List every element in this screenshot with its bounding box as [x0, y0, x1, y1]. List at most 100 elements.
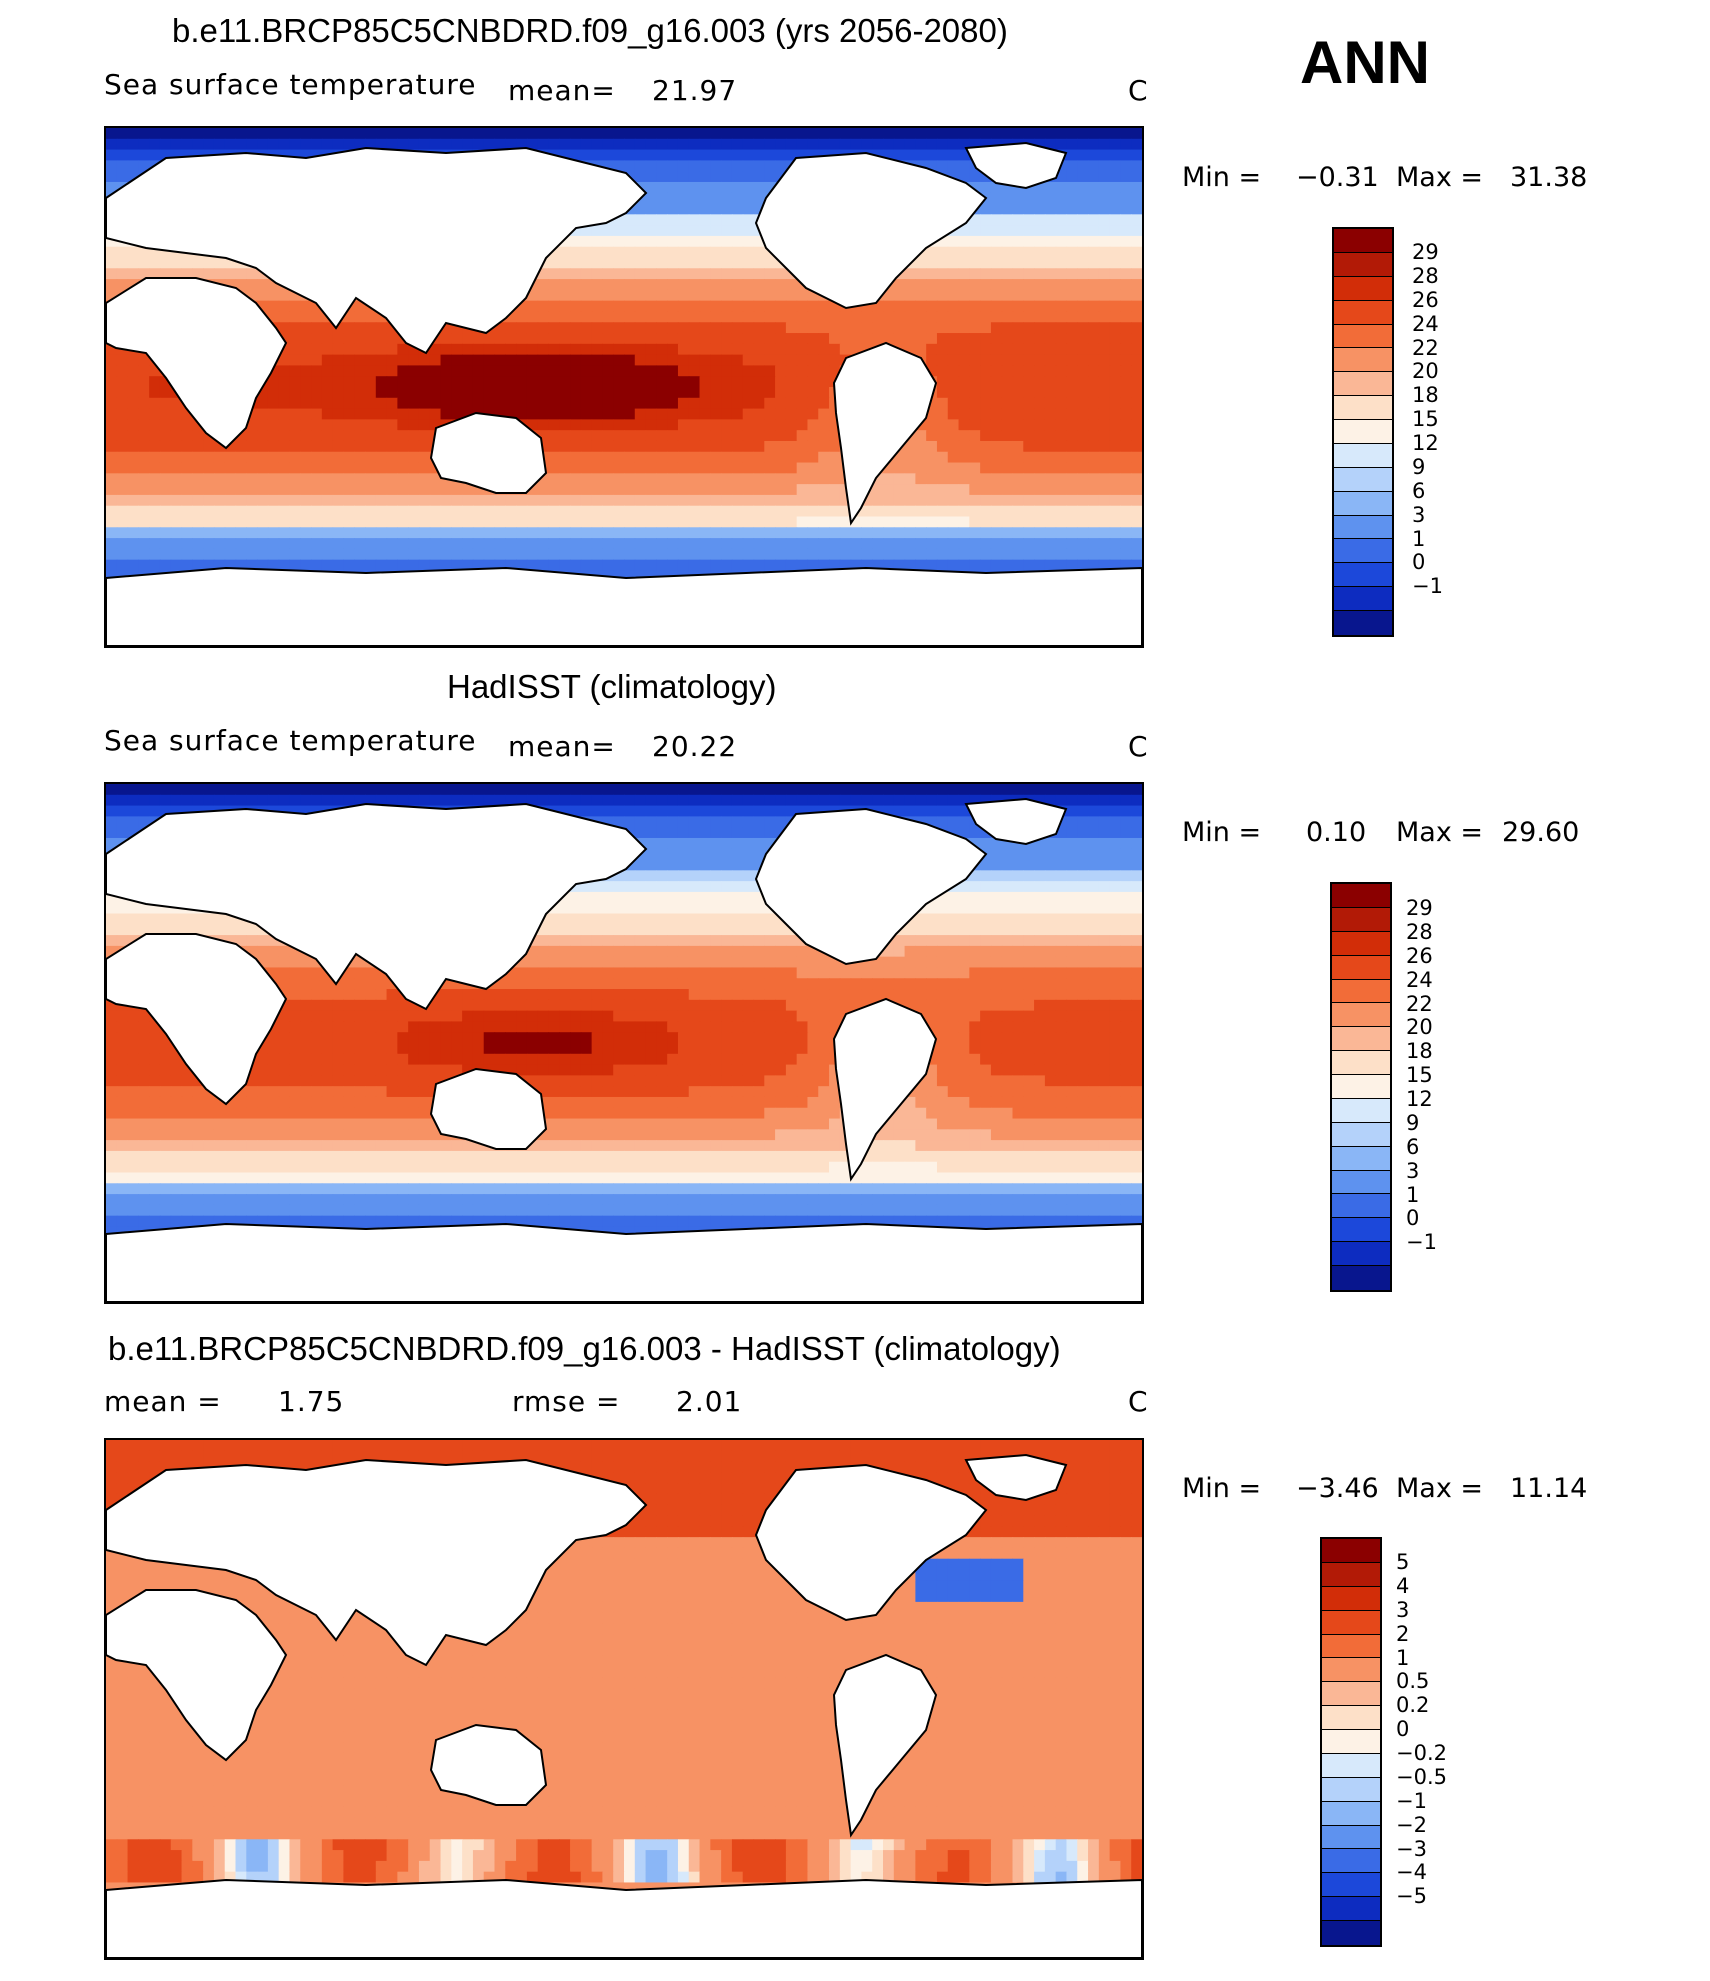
sst-cell	[192, 548, 204, 561]
sst-cell	[181, 805, 193, 817]
sst-cell	[472, 538, 485, 550]
sst-cell	[645, 343, 657, 356]
sst-cell	[818, 538, 830, 550]
sst-cell	[1120, 333, 1132, 345]
colorbar-swatch	[1334, 420, 1392, 444]
sst-cell	[386, 494, 398, 507]
sst-cell	[710, 322, 722, 334]
sst-cell	[893, 538, 906, 550]
sst-cell	[710, 527, 722, 539]
sst-cell	[181, 419, 193, 431]
sst-cell	[408, 387, 420, 399]
sst-cell	[731, 397, 744, 410]
sst-cell	[483, 343, 496, 356]
sst-cell	[548, 430, 560, 442]
sst-cell	[127, 784, 139, 796]
sst-cell	[138, 516, 150, 528]
sst-cell	[1023, 279, 1035, 291]
sst-cell	[1001, 784, 1014, 796]
sst-cell	[688, 387, 701, 399]
sst-cell	[656, 365, 668, 377]
sst-cell	[300, 430, 312, 442]
sst-cell	[1077, 805, 1089, 817]
sst-cell	[397, 559, 409, 572]
sst-cell	[149, 527, 161, 539]
sst-cell	[1109, 203, 1122, 215]
sst-cell	[818, 484, 830, 496]
sst-cell	[397, 408, 409, 420]
sst-cell	[969, 387, 981, 399]
sst-cell	[602, 397, 614, 410]
sst-cell	[1077, 365, 1089, 377]
sst-cell	[656, 171, 668, 183]
sst-cell	[721, 559, 733, 572]
sst-cell	[397, 794, 409, 807]
sst-cell	[731, 365, 744, 377]
sst-cell	[1066, 128, 1078, 140]
sst-cell	[580, 311, 593, 323]
sst-cell	[1044, 246, 1057, 259]
sst-cell	[969, 311, 981, 323]
sst-cell	[624, 784, 636, 796]
sst-cell	[710, 192, 722, 205]
sst-cell	[300, 794, 312, 807]
sst-cell	[721, 149, 733, 161]
sst-cell	[1131, 419, 1142, 431]
sst-cell	[645, 300, 657, 313]
sst-cell	[710, 794, 722, 807]
sst-cell	[343, 527, 355, 539]
sst-cell	[1066, 257, 1078, 269]
sst-cell	[1120, 181, 1132, 194]
sst-cell	[548, 354, 560, 367]
sst-cell	[591, 149, 604, 161]
sst-cell	[775, 397, 787, 410]
sst-cell	[602, 138, 614, 151]
sst-cell	[159, 494, 172, 507]
sst-cell	[645, 128, 657, 140]
sst-cell	[980, 538, 992, 550]
sst-cell	[354, 473, 366, 485]
sst-cell	[731, 527, 744, 539]
sst-cell	[483, 794, 496, 807]
sst-cell	[397, 538, 409, 550]
sst-cell	[1088, 225, 1100, 237]
sst-cell	[375, 419, 388, 431]
sst-cell	[688, 257, 701, 269]
sst-cell	[893, 300, 906, 313]
sst-cell	[742, 408, 755, 420]
sst-cell	[710, 138, 722, 151]
sst-cell	[634, 235, 647, 248]
sst-cell	[699, 300, 711, 313]
sst-cell	[1066, 462, 1078, 474]
sst-cell	[332, 387, 345, 399]
sst-cell	[235, 494, 247, 507]
sst-cell	[116, 451, 129, 464]
sst-cell	[570, 257, 582, 269]
sst-cell	[1001, 527, 1014, 539]
sst-cell	[365, 397, 377, 410]
sst-cell	[375, 430, 388, 442]
sst-cell	[321, 494, 334, 507]
sst-cell	[764, 322, 776, 334]
sst-cell	[451, 387, 463, 399]
sst-cell	[505, 494, 517, 507]
sst-cell	[893, 289, 906, 302]
sst-cell	[1120, 430, 1132, 442]
sst-cell	[267, 387, 280, 399]
sst-cell	[656, 354, 668, 367]
sst-cell	[624, 805, 636, 817]
sst-cell	[516, 397, 528, 410]
sst-cell	[915, 289, 927, 302]
sst-cell	[1044, 538, 1057, 550]
sst-cell	[602, 376, 614, 388]
sst-cell	[796, 538, 809, 550]
sst-cell	[591, 484, 604, 496]
sst-cell	[872, 494, 884, 507]
sst-cell	[839, 494, 852, 507]
sst-cell	[1120, 354, 1132, 367]
sst-cell	[321, 354, 334, 367]
sst-cell	[1109, 160, 1122, 172]
sst-cell	[634, 794, 647, 807]
sst-cell	[731, 333, 744, 345]
sst-cell	[990, 289, 1003, 302]
